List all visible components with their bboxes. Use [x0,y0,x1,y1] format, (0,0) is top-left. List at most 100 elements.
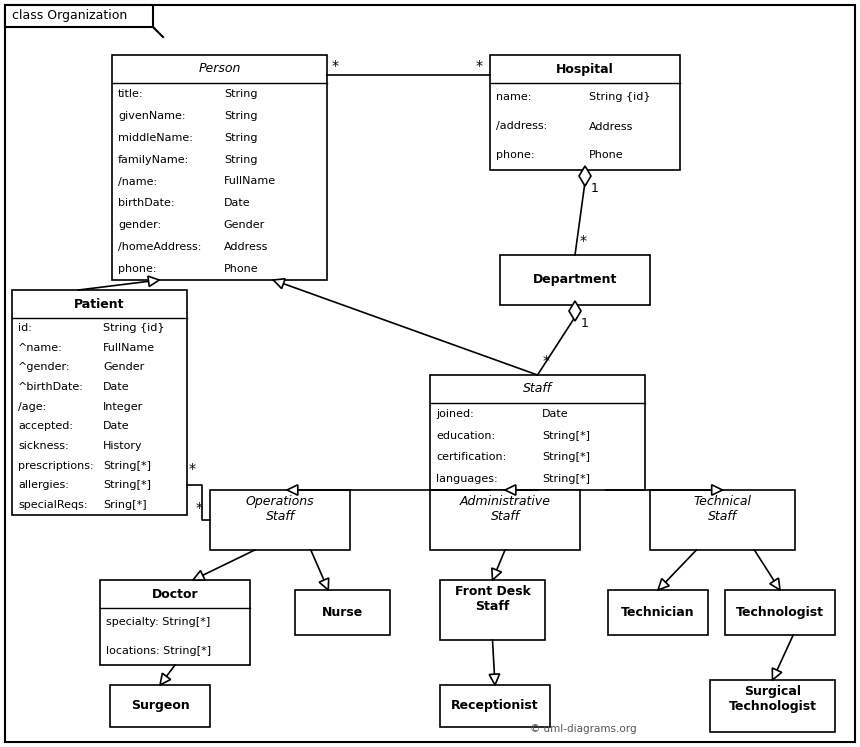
Text: givenName:: givenName: [118,111,186,121]
Text: locations: String[*]: locations: String[*] [106,645,211,656]
Text: History: History [103,441,143,451]
Text: String[*]: String[*] [542,453,590,462]
Text: Date: Date [103,421,130,431]
Text: String[*]: String[*] [542,474,590,484]
Bar [210,490,350,550]
Text: *: * [196,501,203,515]
Text: String: String [224,155,257,164]
Text: Surgeon: Surgeon [131,699,189,713]
Text: /address:: /address: [496,122,547,131]
Text: *: * [189,462,196,476]
Polygon shape [772,668,782,680]
Text: FullName: FullName [224,176,276,187]
Bar [710,680,835,732]
Text: String: String [224,133,257,143]
Text: Integer: Integer [103,402,144,412]
Text: title:: title: [118,89,144,99]
Bar [430,490,580,550]
Text: Technical
Staff: Technical Staff [693,495,752,523]
Text: Hospital: Hospital [556,63,614,75]
Text: Date: Date [103,382,130,392]
Text: *: * [580,234,587,248]
Polygon shape [579,166,591,186]
Text: String {id}: String {id} [589,93,650,102]
Text: Nurse: Nurse [322,606,363,619]
Text: String {id}: String {id} [103,323,164,333]
Text: prescriptions:: prescriptions: [18,461,94,471]
Text: id:: id: [18,323,32,333]
Text: Gender: Gender [224,220,265,230]
Text: ^birthDate:: ^birthDate: [18,382,84,392]
Text: Date: Date [542,409,568,419]
Text: Address: Address [224,242,268,252]
Text: Date: Date [224,199,250,208]
Text: String: String [224,89,257,99]
Bar [295,590,390,635]
Bar [12,290,187,515]
Text: FullName: FullName [103,343,155,353]
Text: sickness:: sickness: [18,441,69,451]
Text: *: * [332,59,339,73]
Polygon shape [148,276,159,287]
Bar [430,375,645,490]
Polygon shape [160,673,170,685]
Bar [5,5,153,27]
Text: Administrative
Staff: Administrative Staff [459,495,550,523]
Text: Technologist: Technologist [736,606,824,619]
Bar [440,685,550,727]
Bar [112,55,327,280]
Text: Receptionist: Receptionist [452,699,539,713]
Text: phone:: phone: [496,150,535,161]
Text: Gender: Gender [103,362,144,372]
Text: *: * [476,59,483,73]
Polygon shape [273,279,286,288]
Text: Doctor: Doctor [151,587,199,601]
Text: Operations
Staff: Operations Staff [246,495,314,523]
Text: name:: name: [496,93,531,102]
Text: © uml-diagrams.org: © uml-diagrams.org [530,724,636,734]
Bar [100,580,250,665]
Text: Patient: Patient [74,297,125,311]
Text: Address: Address [589,122,633,131]
Text: specialReqs:: specialReqs: [18,500,88,510]
Polygon shape [770,578,780,590]
Text: 1: 1 [591,182,599,195]
Text: Technician: Technician [621,606,695,619]
Polygon shape [287,485,298,495]
Text: allergies:: allergies: [18,480,69,491]
Text: String[*]: String[*] [103,461,151,471]
Bar [608,590,708,635]
Text: Person: Person [199,63,241,75]
Text: ^gender:: ^gender: [18,362,71,372]
Text: /homeAddress:: /homeAddress: [118,242,201,252]
Text: Surgical
Technologist: Surgical Technologist [728,685,816,713]
Text: middleName:: middleName: [118,133,193,143]
Bar [500,255,650,305]
Text: 1: 1 [581,317,589,330]
Text: joined:: joined: [436,409,474,419]
Polygon shape [489,674,500,685]
Text: /age:: /age: [18,402,46,412]
Text: Phone: Phone [224,264,258,274]
Text: Sring[*]: Sring[*] [103,500,146,510]
Text: String[*]: String[*] [542,430,590,441]
Text: String[*]: String[*] [103,480,151,491]
Bar [110,685,210,727]
Polygon shape [193,571,205,580]
Text: String: String [224,111,257,121]
Text: familyName:: familyName: [118,155,189,164]
Polygon shape [658,579,669,590]
Polygon shape [492,568,501,580]
Polygon shape [569,301,581,321]
Text: Staff: Staff [523,382,552,395]
Bar [650,490,795,550]
Text: languages:: languages: [436,474,498,484]
Text: phone:: phone: [118,264,157,274]
Text: gender:: gender: [118,220,161,230]
Text: /name:: /name: [118,176,157,187]
Text: accepted:: accepted: [18,421,73,431]
Text: Front Desk
Staff: Front Desk Staff [455,585,531,613]
Polygon shape [505,485,516,495]
Text: ^name:: ^name: [18,343,63,353]
Text: class Organization: class Organization [12,10,127,22]
